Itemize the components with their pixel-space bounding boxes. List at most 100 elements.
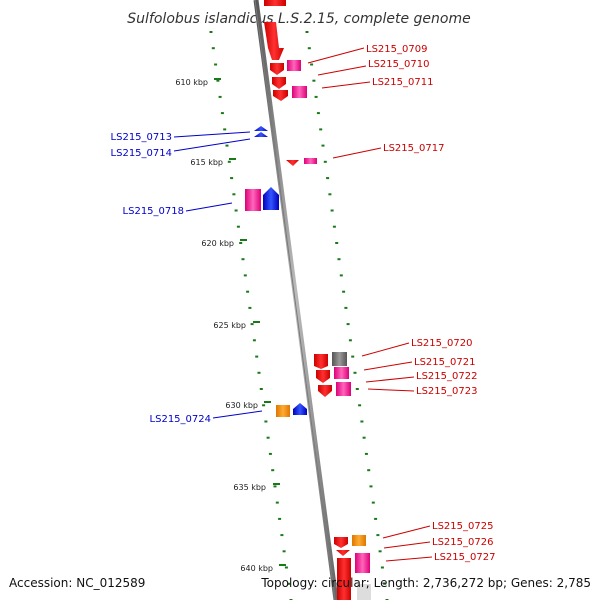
gene-shape-ls215-0711b[interactable] xyxy=(273,90,288,101)
ring-dot xyxy=(220,112,224,115)
gene-shape-ls215-0720[interactable] xyxy=(332,352,347,366)
leader-line xyxy=(173,131,251,138)
tick-label: 625 kbp xyxy=(213,321,246,330)
ring-dot xyxy=(257,371,261,374)
gene-shape-ls215-0718[interactable] xyxy=(263,187,279,210)
ring-dot xyxy=(321,144,325,147)
gene-label-ls215-0727[interactable]: LS215_0727 xyxy=(385,552,495,563)
ring-dot xyxy=(241,258,245,261)
gene-label-ls215-0718[interactable]: LS215_0718 xyxy=(123,202,233,217)
ring-dot xyxy=(255,355,259,358)
gene-shape-ls215-0710a[interactable] xyxy=(270,63,284,75)
gene-label-ls215-0725[interactable]: LS215_0725 xyxy=(382,521,493,539)
ring-dot xyxy=(348,339,352,342)
gene-shape-ls215-0714[interactable] xyxy=(254,132,268,137)
gene-shape-ls215-0709[interactable] xyxy=(264,22,284,60)
ring-dot xyxy=(310,63,314,66)
gene-shape-offscreen-bottom[interactable] xyxy=(357,584,371,600)
gene-labels: LS215_0709 LS215_0710 LS215_0711 LS215_0… xyxy=(111,44,496,563)
gene-label-ls215-0709[interactable]: LS215_0709 xyxy=(307,44,427,64)
gene-shape-ls215-0725[interactable] xyxy=(352,535,366,546)
gene-label-text: LS215_0711 xyxy=(372,77,433,88)
ring-dot xyxy=(351,355,355,358)
ring-dot xyxy=(239,242,243,244)
gene-shape-ls215-0722[interactable] xyxy=(334,367,349,379)
gene-label-ls215-0717[interactable]: LS215_0717 xyxy=(332,143,444,159)
gene-shape-ls215-0727[interactable] xyxy=(355,553,370,573)
ring-dot xyxy=(332,225,336,228)
gene-label-ls215-0720[interactable]: LS215_0720 xyxy=(361,338,472,357)
ring-dot xyxy=(268,452,272,455)
ring-dot xyxy=(383,582,387,585)
gene-shape-ls215-0718a[interactable] xyxy=(245,189,261,211)
ring-dot xyxy=(264,420,268,423)
tick-label: 635 kbp xyxy=(233,483,266,492)
gene-shape-ls215-0726[interactable] xyxy=(336,550,350,556)
ring-dot xyxy=(278,517,282,520)
gene-label-text: LS215_0721 xyxy=(414,357,475,368)
ring-dot xyxy=(378,550,382,553)
ring-dot xyxy=(236,225,240,228)
gene-shape-ls215-0711a[interactable] xyxy=(272,77,286,89)
gene-label-text: LS215_0723 xyxy=(416,386,477,397)
ring-dot xyxy=(371,501,375,504)
gene-label-text: LS215_0725 xyxy=(432,521,493,532)
gene-shape-ls215-0723a[interactable] xyxy=(318,385,332,397)
gene-shape-ls215-0720a[interactable] xyxy=(314,354,328,369)
gene-shape-ls215-0723[interactable] xyxy=(336,382,351,396)
gene-label-text: LS215_0726 xyxy=(432,537,493,548)
leader-line xyxy=(383,541,431,549)
gene-shape-ls215-0710[interactable] xyxy=(287,60,301,71)
leader-line xyxy=(173,138,251,152)
tick-label: 630 kbp xyxy=(225,401,258,410)
gene-label-text: LS215_0710 xyxy=(368,59,429,70)
gene-shape-ls215-0716[interactable] xyxy=(286,160,299,166)
gene-label-ls215-0726[interactable]: LS215_0726 xyxy=(383,537,493,549)
ring-dot xyxy=(342,290,346,293)
ring-dot xyxy=(319,128,323,131)
ring-dot xyxy=(262,404,266,407)
tick-label: 615 kbp xyxy=(190,158,223,167)
inner-tick-ring xyxy=(209,31,293,600)
ring-dot xyxy=(273,485,277,488)
gene-label-ls215-0724[interactable]: LS215_0724 xyxy=(150,410,263,425)
ring-dot xyxy=(227,160,231,163)
genome-summary-text: Topology: circular; Length: 2,736,272 bp… xyxy=(260,576,591,590)
gene-label-text: LS215_0720 xyxy=(411,338,472,349)
gene-shape-ls215-0724[interactable] xyxy=(293,403,307,415)
gene-shape-ls215-0725a[interactable] xyxy=(334,537,348,548)
gene-label-ls215-0713[interactable]: LS215_0713 xyxy=(111,131,251,143)
gene-shape-ls215-0726b[interactable] xyxy=(337,558,351,600)
gene-label-ls215-0722[interactable]: LS215_0722 xyxy=(365,371,477,383)
genome-backbone xyxy=(253,0,339,600)
gene-label-ls215-0711[interactable]: LS215_0711 xyxy=(321,77,433,89)
leader-line xyxy=(385,556,433,562)
gene-label-ls215-0721[interactable]: LS215_0721 xyxy=(363,357,475,371)
gene-shape-ls215-0724a[interactable] xyxy=(276,405,290,417)
leader-line xyxy=(212,410,263,419)
gene-shape-ls215-0721[interactable] xyxy=(316,370,330,383)
gene-label-ls215-0710[interactable]: LS215_0710 xyxy=(317,59,429,76)
ring-dot xyxy=(346,323,350,326)
ring-dot xyxy=(218,95,222,98)
gene-shape-ls215-0717[interactable] xyxy=(304,158,317,164)
leader-line xyxy=(317,65,367,76)
ring-dot xyxy=(323,160,327,163)
gene-shape-ls215-0713[interactable] xyxy=(254,126,268,131)
tick-label: 640 kbp xyxy=(240,564,273,573)
gene-label-ls215-0714[interactable]: LS215_0714 xyxy=(111,138,251,159)
gene-shape-offscreen-top[interactable] xyxy=(264,0,286,6)
ring-dot xyxy=(328,193,332,196)
ring-dot xyxy=(284,566,288,569)
kbp-tick-marks: 610 kbp 615 kbp 620 kbp 625 kbp 630 kbp … xyxy=(175,78,286,573)
ring-dot xyxy=(362,436,366,439)
ring-dot xyxy=(282,550,286,553)
ring-dot xyxy=(316,112,320,115)
gene-label-ls215-0723[interactable]: LS215_0723 xyxy=(367,386,477,397)
ring-dot xyxy=(252,339,256,342)
gene-shape-ls215-0711[interactable] xyxy=(292,86,307,98)
ring-dot xyxy=(248,306,252,309)
tick-615: 615 kbp xyxy=(190,158,236,167)
